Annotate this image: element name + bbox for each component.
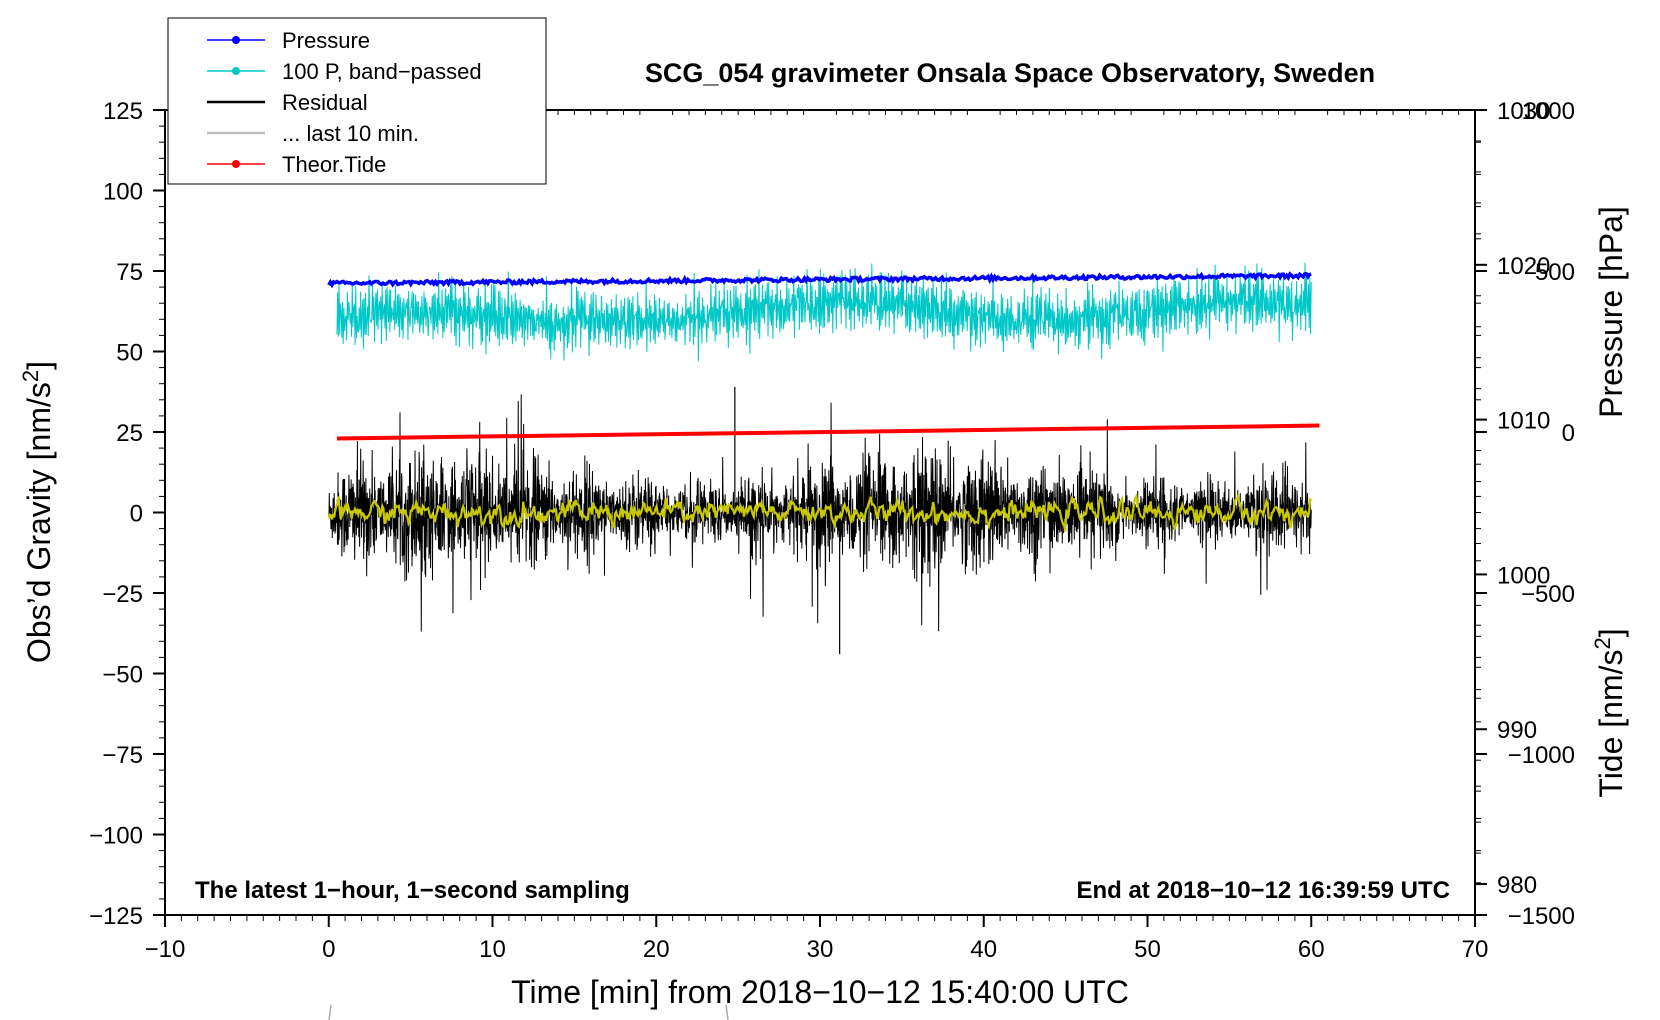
legend-label: ... last 10 min. bbox=[282, 121, 419, 146]
pressure-tick-label: 1000 bbox=[1497, 562, 1550, 589]
x-tick-label: −10 bbox=[145, 936, 186, 963]
series-theoretical-tide bbox=[336, 423, 1320, 441]
y-tick-label: −125 bbox=[89, 903, 143, 930]
pressure-tick-label: 1020 bbox=[1497, 253, 1550, 280]
annotation-right: End at 2018−10−12 16:39:59 UTC bbox=[1076, 877, 1450, 904]
pressure-tick-label: 1030 bbox=[1497, 98, 1550, 125]
y-tick-label: 50 bbox=[116, 340, 143, 367]
legend: Pressure 100 P, band−passed Residual ... la… bbox=[167, 17, 547, 185]
y-tick-label: −75 bbox=[102, 742, 143, 769]
y-axis-title-left-main: Obs’d Gravity [nm/s bbox=[21, 382, 57, 663]
x-tick-label: 40 bbox=[970, 936, 997, 963]
legend-marker bbox=[232, 36, 240, 44]
tide-tick-label: 500 bbox=[1535, 259, 1575, 286]
y-axis-title-tide: Tide [nm/s2] bbox=[1590, 628, 1629, 797]
y-tick-label: 0 bbox=[130, 501, 143, 528]
x-tick-label: 30 bbox=[807, 936, 834, 963]
ticks-layer: −10 0 10 20 30 40 50 60 701251007550250−25−50−75… bbox=[89, 98, 1575, 963]
series-band-passed-pressure bbox=[336, 262, 1312, 362]
x-tick-label: 10 bbox=[479, 936, 506, 963]
y-axis-title-left-sup: 2 bbox=[18, 370, 43, 382]
y-tick-label: −100 bbox=[89, 823, 143, 850]
x-tick-label: 70 bbox=[1462, 936, 1489, 963]
y-axis-title-tide-tail: ] bbox=[1593, 628, 1629, 637]
pressure-tick-label: 1010 bbox=[1497, 408, 1550, 435]
legend-label: Residual bbox=[282, 90, 368, 115]
legend-label: Theor.Tide bbox=[282, 152, 386, 177]
y-axis-title-pressure: Pressure [hPa] bbox=[1593, 206, 1629, 418]
x-tick-label: 20 bbox=[643, 936, 670, 963]
tide-tick-label: −500 bbox=[1521, 581, 1575, 608]
y-axis-title-tide-main: Tide [nm/s bbox=[1593, 649, 1629, 797]
legend-label: 100 P, band−passed bbox=[282, 59, 482, 84]
pressure-tick-label: 990 bbox=[1497, 717, 1537, 744]
chart-title: SCG_054 gravimeter Onsala Space Observat… bbox=[645, 58, 1375, 88]
y-tick-label: 25 bbox=[116, 420, 143, 447]
stray-mark-left bbox=[328, 1004, 332, 1020]
y-tick-label: −50 bbox=[102, 662, 143, 689]
legend-marker bbox=[232, 160, 240, 168]
tide-tick-label: 0 bbox=[1562, 420, 1575, 447]
tide-tick-label: −1000 bbox=[1508, 742, 1575, 769]
annotation-left: The latest 1−hour, 1−second sampling bbox=[195, 877, 630, 904]
pressure-tick-label: 980 bbox=[1497, 872, 1537, 899]
x-tick-label: 60 bbox=[1298, 936, 1325, 963]
series-pressure bbox=[327, 271, 1312, 289]
y-axis-title-left: Obs’d Gravity [nm/s2] bbox=[18, 361, 57, 663]
tide-tick-label: 1000 bbox=[1522, 98, 1575, 125]
y-tick-label: 100 bbox=[103, 179, 143, 206]
x-tick-label: 0 bbox=[322, 936, 335, 963]
y-tick-label: 125 bbox=[103, 98, 143, 125]
y-axis-title-tide-sup: 2 bbox=[1590, 637, 1615, 649]
series-residual bbox=[328, 394, 1312, 632]
tide-tick-label: −1500 bbox=[1508, 903, 1575, 930]
legend-marker bbox=[232, 67, 240, 75]
series-layer bbox=[327, 262, 1320, 655]
legend-items: Pressure 100 P, band−passed Residual ... la… bbox=[207, 28, 482, 177]
legend-label: Pressure bbox=[282, 28, 370, 53]
x-tick-label: 50 bbox=[1134, 936, 1161, 963]
y-tick-label: 75 bbox=[116, 259, 143, 286]
stray-mark-right bbox=[725, 1004, 729, 1020]
y-axis-title-left-tail: ] bbox=[21, 361, 57, 370]
series-smoothed-residual bbox=[327, 492, 1313, 532]
x-axis-title: Time [min] from 2018−10−12 15:40:00 UTC bbox=[511, 974, 1129, 1010]
y-tick-label: −25 bbox=[102, 581, 143, 608]
